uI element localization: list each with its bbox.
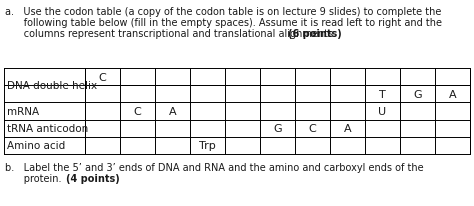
Text: A: A bbox=[449, 89, 456, 99]
Text: G: G bbox=[413, 89, 422, 99]
Text: A: A bbox=[169, 107, 176, 116]
Text: b.   Label the 5’ and 3’ ends of DNA and RNA and the amino and carboxyl ends of : b. Label the 5’ and 3’ ends of DNA and R… bbox=[5, 162, 424, 172]
Text: mRNA: mRNA bbox=[7, 107, 39, 116]
Text: C: C bbox=[134, 107, 141, 116]
Text: DNA double helix: DNA double helix bbox=[7, 81, 97, 91]
Text: A: A bbox=[344, 124, 351, 133]
Text: protein.: protein. bbox=[5, 173, 64, 183]
Text: columns represent transcriptional and translational alignments.: columns represent transcriptional and tr… bbox=[5, 29, 339, 39]
Text: tRNA anticodon: tRNA anticodon bbox=[7, 124, 88, 133]
Text: (4 points): (4 points) bbox=[66, 173, 119, 183]
Text: a.   Use the codon table (a copy of the codon table is on lecture 9 slides) to c: a. Use the codon table (a copy of the co… bbox=[5, 7, 441, 17]
Text: (6 points): (6 points) bbox=[289, 29, 342, 39]
Text: U: U bbox=[378, 107, 387, 116]
Bar bbox=[4, 69, 470, 154]
Text: following table below (fill in the empty spaces). Assume it is read left to righ: following table below (fill in the empty… bbox=[5, 18, 442, 28]
Text: Amino acid: Amino acid bbox=[7, 141, 65, 151]
Text: C: C bbox=[99, 72, 106, 82]
Text: G: G bbox=[273, 124, 282, 133]
Text: T: T bbox=[379, 89, 386, 99]
Text: Trp: Trp bbox=[199, 141, 216, 151]
Text: C: C bbox=[309, 124, 316, 133]
